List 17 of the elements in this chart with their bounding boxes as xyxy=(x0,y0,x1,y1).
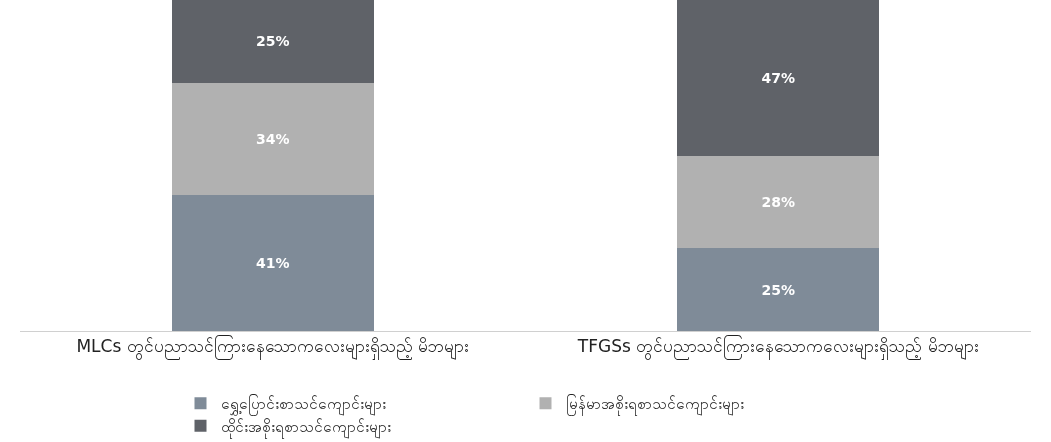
data-label: 25% xyxy=(255,33,290,50)
legend-label: မြန်မာအစိုးရစာသင်ကျောင်းများ xyxy=(565,394,744,417)
bar xyxy=(677,0,880,156)
data-label: 34% xyxy=(255,131,290,148)
data-label: 28% xyxy=(761,193,796,210)
bar xyxy=(171,82,374,196)
x-tick-label: MLCs တွင်ပညာသင်ကြားနေသောကလေးများရှိသည့် မိဘများ xyxy=(76,335,470,361)
legend-label: ထိုင်းအစိုးရစာသင်ကျောင်းများ xyxy=(220,417,391,439)
x-tick-label: TFGSs တွင်ပညာသင်ကြားနေသောကလေးများရှိသည့် မိဘများ xyxy=(576,335,979,361)
bar xyxy=(171,195,374,331)
bar xyxy=(677,248,880,331)
data-label: 47% xyxy=(761,69,796,86)
bar xyxy=(171,0,374,83)
legend-label: ရွှေ့ပြောင်းစာသင်ကျောင်းများ xyxy=(220,394,386,417)
data-label: 41% xyxy=(255,255,290,272)
bar xyxy=(677,155,880,249)
data-label: 25% xyxy=(761,281,796,298)
